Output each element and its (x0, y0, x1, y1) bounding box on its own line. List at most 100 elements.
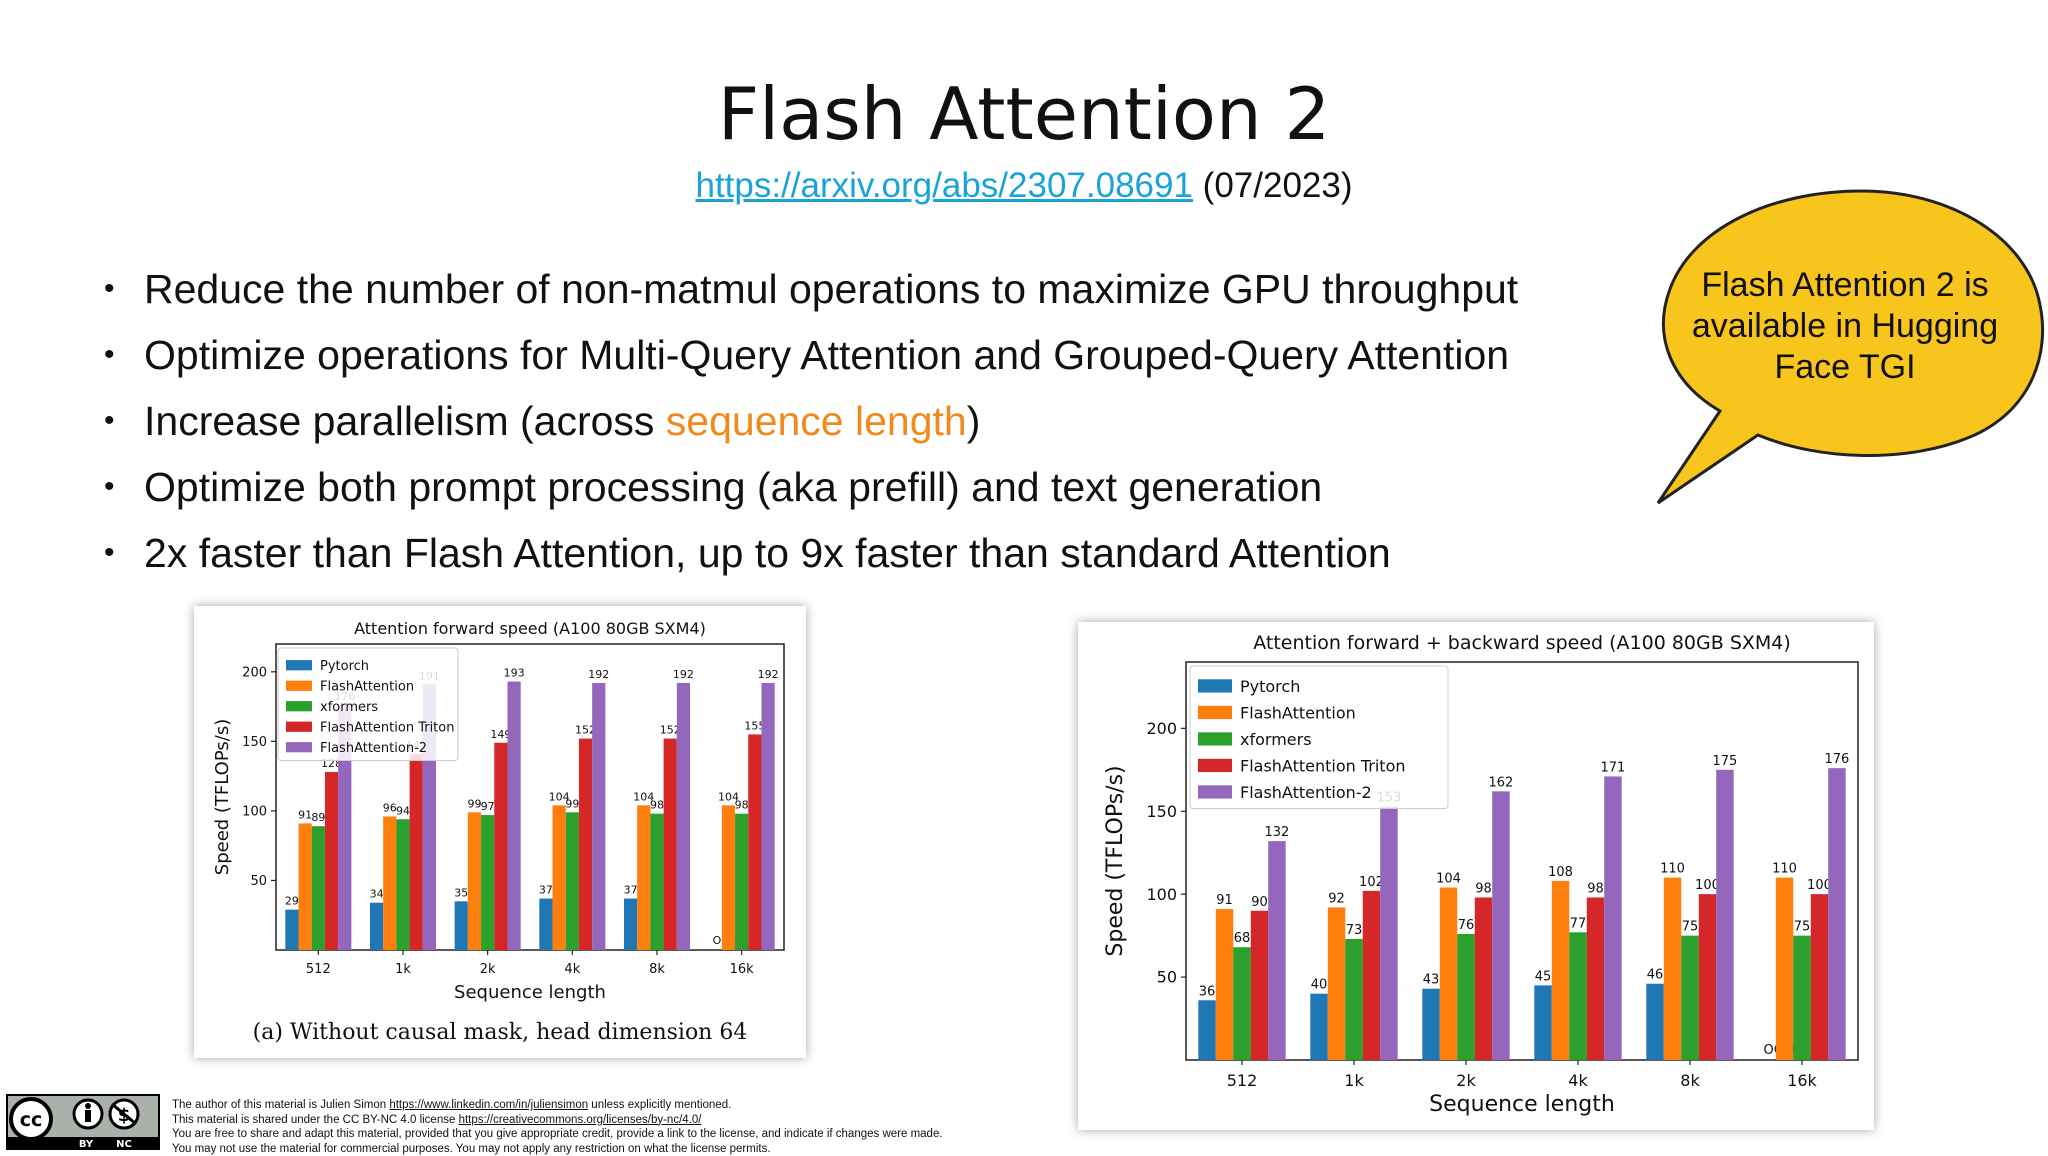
legend-swatch (1198, 785, 1232, 798)
legend-label: FlashAttention-2 (1240, 783, 1372, 802)
bar-value-label: 37 (624, 884, 638, 897)
legend-swatch (286, 681, 312, 691)
bar (1198, 1000, 1215, 1060)
bar (1310, 994, 1327, 1060)
forward-speed-chart: Attention forward speed (A100 80GB SXM4)… (194, 606, 806, 1058)
bullet-dot-icon: • (104, 388, 115, 454)
bar (325, 772, 338, 950)
bullet-dot-icon: • (104, 520, 115, 586)
bullet-text: 2x faster than Flash Attention, up to 9x… (144, 530, 1391, 576)
bullet-dot-icon: • (104, 256, 115, 322)
bubble-line: available in Hugging (1660, 306, 2030, 347)
bar (455, 901, 468, 950)
bar-value-label: 99 (565, 797, 579, 810)
bullet-dot-icon: • (104, 322, 115, 388)
y-tick-label: 150 (242, 735, 267, 750)
bar-value-label: 193 (504, 667, 525, 680)
bar-value-label: 45 (1535, 969, 1552, 984)
bar-value-label: 76 (1458, 918, 1475, 933)
bar (553, 805, 566, 950)
x-axis-label: Sequence length (1429, 1092, 1615, 1117)
bar-value-label: 192 (758, 668, 779, 681)
bar (1681, 936, 1698, 1060)
legend-swatch (286, 660, 312, 670)
arxiv-link[interactable]: https://arxiv.org/abs/2307.08691 (695, 166, 1192, 205)
bar-value-label: 90 (1251, 895, 1268, 910)
bar (592, 683, 605, 950)
bar-value-label: 75 (1682, 920, 1699, 935)
bar (1328, 907, 1345, 1060)
bar (624, 899, 637, 950)
bar (566, 812, 579, 950)
bar-value-label: 94 (396, 804, 410, 817)
bar (735, 814, 748, 950)
bar (481, 815, 494, 950)
bar (748, 734, 761, 950)
x-tick-label: 16k (730, 962, 755, 977)
bar (1422, 989, 1439, 1060)
bar-value-label: 46 (1647, 968, 1664, 983)
bar (650, 814, 663, 950)
bar-value-label: 40 (1311, 978, 1328, 993)
bar (637, 805, 650, 950)
bar (410, 754, 423, 950)
bar (285, 910, 298, 950)
bar-value-label: 110 (1772, 862, 1797, 877)
bar (1716, 770, 1733, 1060)
bullet-item: •Optimize both prompt processing (aka pr… (104, 454, 1518, 520)
forward-speed-chart-svg: Attention forward speed (A100 80GB SXM4)… (194, 606, 806, 1058)
bullet-item: •Increase parallelism (across sequence l… (104, 388, 1518, 454)
bar (1492, 791, 1509, 1060)
forward-backward-speed-chart-svg: Attention forward + backward speed (A100… (1078, 622, 1874, 1130)
chart-caption: (a) Without causal mask, head dimension … (194, 1020, 806, 1045)
bar (312, 826, 325, 950)
svg-text:cc: cc (20, 1109, 43, 1131)
legend-swatch (1198, 759, 1232, 772)
bar-value-label: 192 (588, 668, 609, 681)
bar (1233, 947, 1250, 1060)
x-axis-label: Sequence length (454, 982, 606, 1003)
bar (677, 683, 690, 950)
bar-value-label: 29 (285, 895, 299, 908)
legend-swatch (1198, 706, 1232, 719)
x-tick-label: 2k (1456, 1071, 1476, 1090)
legend-swatch (286, 701, 312, 711)
bar-value-label: 89 (311, 811, 325, 824)
bar (1828, 768, 1845, 1060)
author-link[interactable]: https://www.linkedin.com/in/juliensimon (389, 1099, 588, 1111)
x-tick-label: 1k (1344, 1071, 1364, 1090)
y-tick-label: 150 (1146, 802, 1177, 821)
license-link[interactable]: https://creativecommons.org/licenses/by-… (459, 1114, 702, 1126)
y-tick-label: 200 (1146, 719, 1177, 738)
bar-value-label: 36 (1199, 984, 1216, 999)
forward-backward-speed-chart: Attention forward + backward speed (A100… (1078, 622, 1874, 1130)
license-badge-nc: NC (116, 1139, 132, 1150)
bullet-text: Increase parallelism (across (144, 398, 666, 444)
bar-value-label: 96 (383, 801, 397, 814)
bar (299, 823, 312, 950)
bar (1216, 909, 1233, 1060)
bar-value-label: 110 (1660, 862, 1685, 877)
bar (579, 739, 592, 950)
bar (468, 812, 481, 950)
bar-value-label: 43 (1423, 973, 1440, 988)
bar (1534, 985, 1551, 1060)
chart-title: Attention forward speed (A100 80GB SXM4) (354, 619, 706, 638)
bar (494, 743, 507, 950)
bar-value-label: 98 (735, 799, 749, 812)
y-tick-label: 50 (1157, 968, 1177, 987)
bar-value-label: 99 (467, 797, 481, 810)
bar (1363, 891, 1380, 1060)
legend-swatch (1198, 679, 1232, 692)
bar (664, 739, 677, 950)
bullet-text: Optimize both prompt processing (aka pre… (144, 464, 1322, 510)
legend-label: FlashAttention Triton (320, 720, 454, 735)
bullet-text: Optimize operations for Multi-Query Atte… (144, 332, 1509, 378)
legend-label: FlashAttention (320, 679, 414, 694)
bar-value-label: 91 (298, 808, 312, 821)
license-badge-by: BY (79, 1139, 94, 1150)
bar-value-label: 192 (673, 668, 694, 681)
legend-label: FlashAttention (1240, 704, 1356, 723)
bullet-list: •Reduce the number of non-matmul operati… (104, 256, 1518, 586)
y-tick-label: 50 (250, 874, 267, 889)
